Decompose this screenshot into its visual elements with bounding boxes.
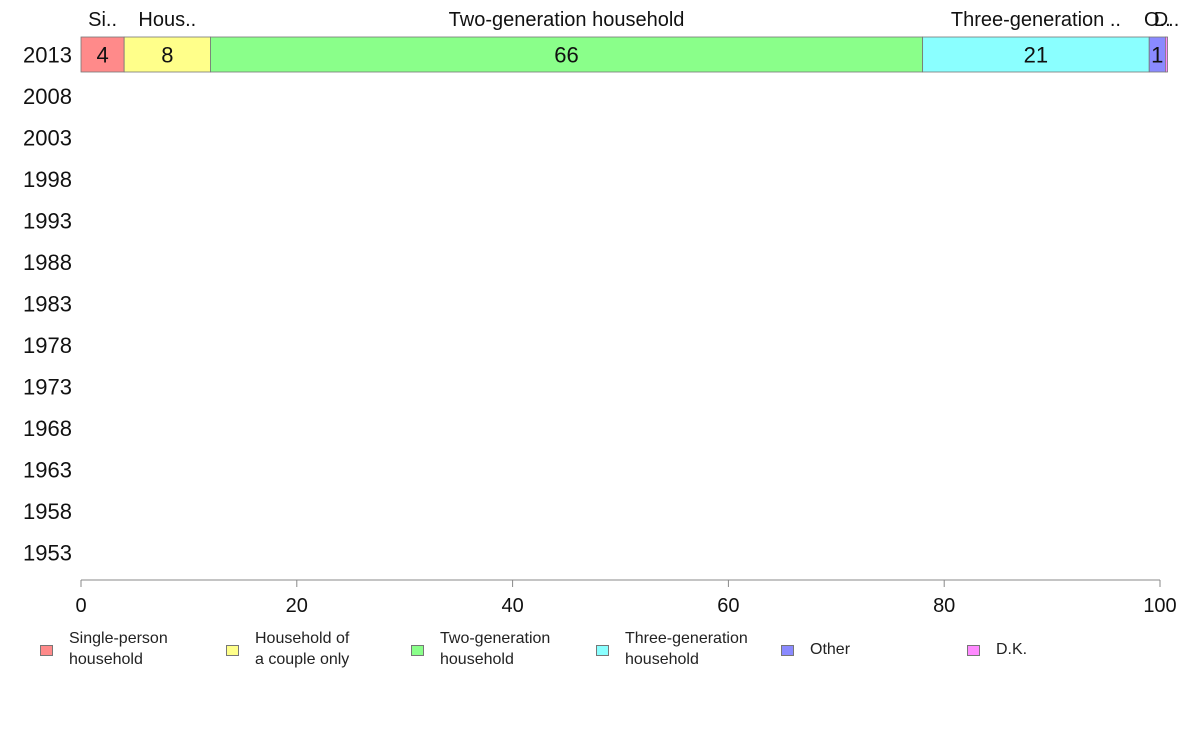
- year-label: 1983: [23, 292, 72, 317]
- bar-segment: [80, 36, 125, 73]
- data-label: 8: [161, 43, 173, 68]
- data-label: 66: [554, 43, 578, 68]
- year-label: 1978: [23, 333, 72, 358]
- legend-swatch: [967, 645, 980, 656]
- legend-label: Household of a couple only: [255, 630, 350, 668]
- legend-swatch: [40, 645, 53, 656]
- year-label: 1988: [23, 250, 72, 275]
- legend-item-dk: D.K.: [967, 628, 1027, 660]
- legend-item-couple-only: Household of a couple only: [226, 628, 349, 670]
- bar-segment: [210, 36, 924, 73]
- legend-swatch: [411, 645, 424, 656]
- segment-label: Three-generation ..: [951, 9, 1121, 31]
- segment-label: Si..: [88, 9, 117, 31]
- legend-swatch: [781, 645, 794, 656]
- x-tick-label: 40: [501, 595, 523, 617]
- legend-swatch: [226, 645, 239, 656]
- year-label: 1953: [23, 541, 72, 566]
- year-label: 1958: [23, 499, 72, 524]
- legend-label: Other: [810, 641, 851, 658]
- bar-segment: [1164, 36, 1168, 73]
- legend: Single-person household Household of a c…: [0, 628, 1188, 678]
- legend-label: Two-generation household: [440, 630, 551, 668]
- year-label: 2013: [23, 43, 72, 68]
- year-label: 1973: [23, 375, 72, 400]
- legend-label: Three-generation household: [625, 630, 748, 668]
- year-label: 1993: [23, 209, 72, 234]
- bar-segment: [922, 36, 1150, 73]
- year-label: 2003: [23, 126, 72, 151]
- year-label: 1998: [23, 167, 72, 192]
- data-label: 21: [1024, 43, 1048, 68]
- x-tick-label: 60: [717, 595, 739, 617]
- data-label: 1: [1151, 43, 1163, 68]
- year-label: 1963: [23, 458, 72, 483]
- x-tick-label: 20: [286, 595, 308, 617]
- legend-item-three-generation: Three-generation household: [596, 628, 748, 670]
- legend-label: Single-person household: [69, 630, 168, 668]
- legend-label: D.K.: [996, 641, 1028, 658]
- legend-item-other: Other: [781, 628, 850, 660]
- segment-label: O..: [1144, 9, 1171, 31]
- legend-item-single-person: Single-person household: [40, 628, 168, 670]
- segment-label: D..: [1154, 9, 1180, 31]
- legend-swatch: [596, 645, 609, 656]
- segment-label: Hous..: [138, 9, 196, 31]
- stacked-bar-chart: 2013200820031998199319881983197819731968…: [23, 9, 1180, 617]
- year-label: 1968: [23, 416, 72, 441]
- year-label: 2008: [23, 84, 72, 109]
- x-tick-label: 100: [1143, 595, 1176, 617]
- x-tick-label: 0: [75, 595, 86, 617]
- bar-segment: [123, 36, 211, 73]
- data-label: 4: [96, 43, 108, 68]
- x-tick-label: 80: [933, 595, 955, 617]
- legend-item-two-generation: Two-generation household: [411, 628, 550, 670]
- segment-label: Two-generation household: [449, 9, 685, 31]
